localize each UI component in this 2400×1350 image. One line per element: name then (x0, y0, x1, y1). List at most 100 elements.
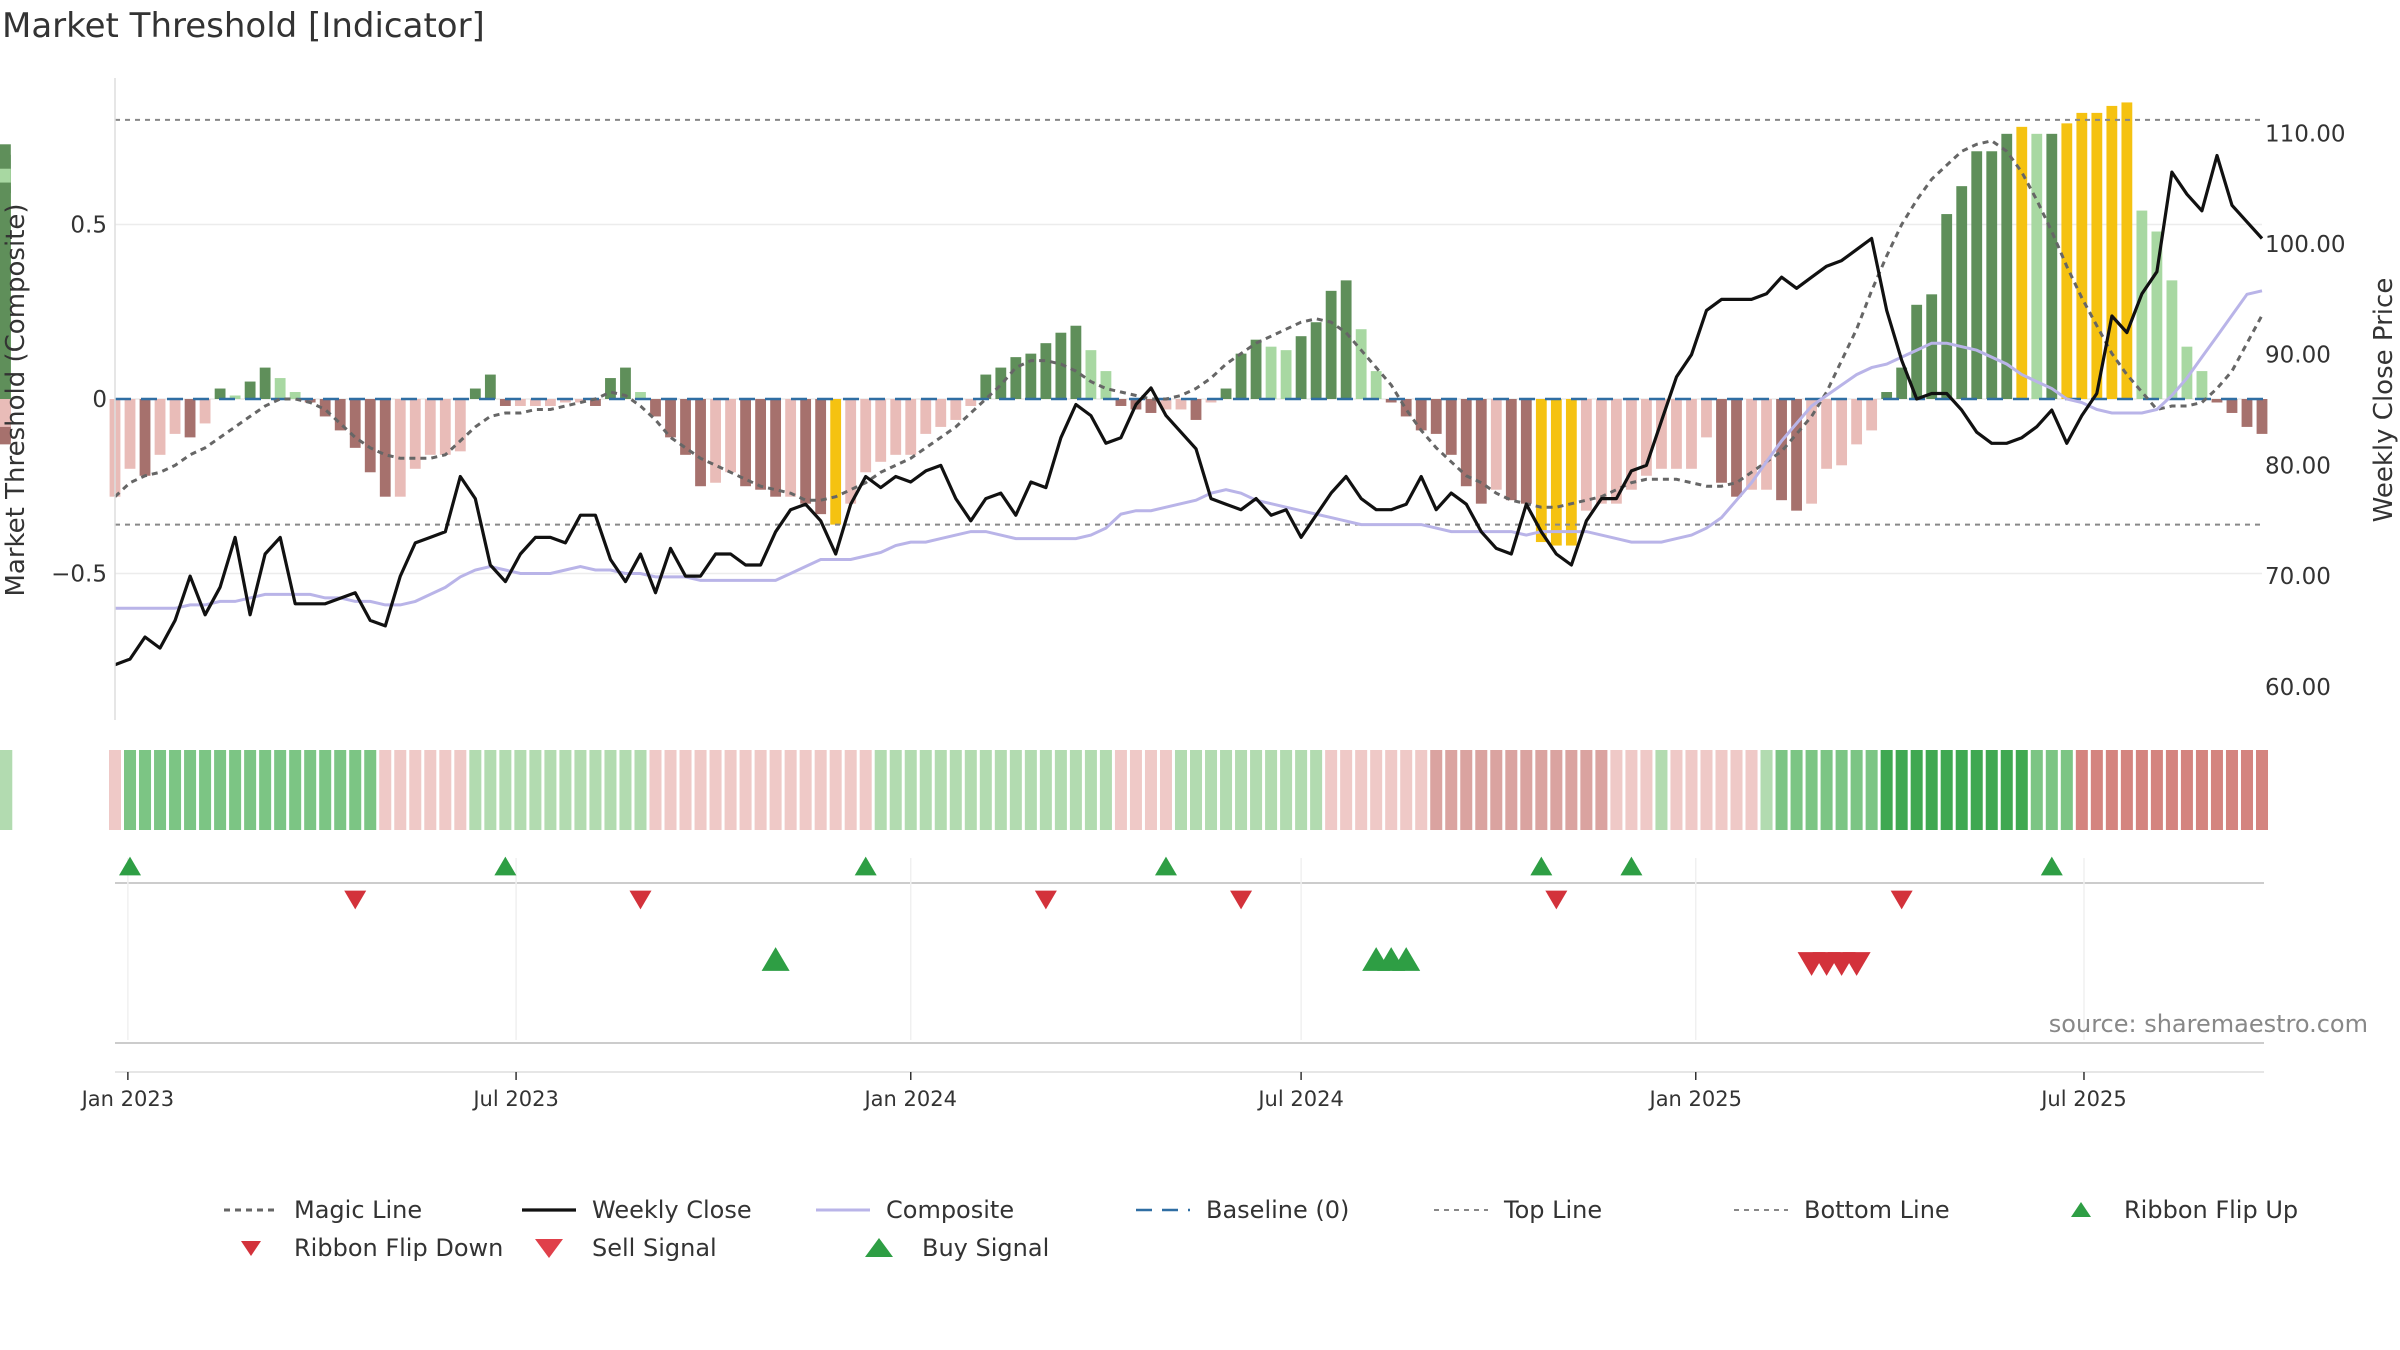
composite-bar (1025, 353, 1037, 399)
ribbon-flip-down-marker (1545, 890, 1568, 910)
composite-bar (1610, 399, 1622, 504)
composite-bar (454, 399, 466, 452)
ribbon-cell (1129, 750, 1142, 830)
legend-swatch (518, 1198, 580, 1222)
x-tick-label: Jul 2025 (2039, 1087, 2126, 1111)
ribbon-cell (1159, 750, 1172, 830)
sell-signal-marker (1842, 952, 1871, 976)
composite-bar (529, 399, 541, 406)
right-axis-title: Weekly Close Price (2369, 278, 2399, 523)
ribbon-cell (289, 750, 302, 830)
buy-signal-marker (1392, 947, 1421, 971)
composite-bar (2196, 371, 2208, 399)
composite-bar (1626, 399, 1637, 490)
legend-top-line: Top Line (1430, 1196, 1602, 1224)
ribbon-cell (694, 750, 707, 830)
legend-label: Weekly Close (592, 1196, 752, 1224)
ribbon-cell (1925, 750, 1938, 830)
composite-bar (935, 399, 947, 427)
left-axis-title: Market Threshold (Composite) (1, 203, 31, 596)
legend-label: Magic Line (294, 1196, 423, 1224)
composite-bar (695, 399, 706, 487)
composite-bar (124, 399, 136, 469)
composite-bar (1550, 399, 1562, 546)
composite-bar (995, 367, 1007, 399)
composite-bar (229, 395, 241, 399)
ribbon-cell (589, 750, 602, 830)
ribbon-cell (1805, 750, 1818, 830)
composite-line (115, 289, 2263, 610)
composite-bar (980, 374, 992, 399)
x-tick-label: Jan 2025 (1648, 1087, 1743, 1111)
legend-swatch (1430, 1198, 1492, 1222)
composite-bar (1941, 214, 1953, 399)
ribbon-flip-up-marker (494, 856, 517, 876)
composite-bar (1776, 399, 1787, 501)
composite-bar (1370, 371, 1382, 399)
right-tick-label: 70.00 (2265, 564, 2331, 590)
composite-bar (1986, 151, 1998, 399)
composite-bar (680, 399, 691, 455)
ribbon-cell (1640, 750, 1653, 830)
ribbon-cell (334, 750, 347, 830)
right-tick-label: 80.00 (2265, 453, 2331, 479)
ribbon-cell (664, 750, 677, 830)
ribbon-cell (1730, 750, 1743, 830)
ribbon-flip-up-marker (1620, 856, 1643, 876)
ribbon-cell (2255, 750, 2269, 830)
ribbon-cell (904, 750, 917, 830)
x-tick-label: Jan 2024 (862, 1087, 957, 1111)
composite-bar (0, 399, 11, 417)
ribbon-cell (1280, 750, 1293, 830)
ribbon-cell (1595, 750, 1608, 830)
right-tick-label: 100.00 (2265, 232, 2345, 258)
composite-bar (2031, 133, 2043, 399)
ribbon-cell (259, 750, 272, 830)
ribbon-cell (2225, 750, 2238, 830)
composite-bar (2166, 280, 2178, 399)
x-tick-label: Jul 2024 (1256, 1087, 1343, 1111)
ribbon-cell (139, 750, 152, 830)
legend-swatch (220, 1236, 282, 1260)
ribbon-cell (754, 750, 767, 830)
composite-bar (1295, 336, 1307, 399)
ribbon-cell (1084, 750, 1097, 830)
legend-swatch (518, 1236, 580, 1260)
composite-bar (965, 399, 977, 406)
legend-label: Ribbon Flip Down (294, 1234, 504, 1262)
ribbon-cell (799, 750, 812, 830)
ribbon-flip-up-marker (1154, 856, 1177, 876)
legend-magic-line: Magic Line (220, 1196, 422, 1224)
ribbon-cell (124, 750, 137, 830)
ribbon-cell (2195, 750, 2208, 830)
ribbon-cell (1700, 750, 1713, 830)
legend-weekly-close: Weekly Close (518, 1196, 752, 1224)
composite-bar (1055, 332, 1067, 399)
composite-bar (1701, 399, 1712, 438)
ribbon-flip-up-marker (119, 856, 142, 876)
composite-bar (1190, 399, 1202, 420)
ribbon-flip-down-marker (344, 890, 367, 910)
composite-bar (154, 399, 166, 455)
composite-bar (1656, 399, 1667, 469)
ribbon-cell (814, 750, 827, 830)
ribbon-flip-down-marker (1034, 890, 1057, 910)
composite-bar (514, 399, 526, 406)
ribbon-cell (829, 750, 842, 830)
ribbon-cell (274, 750, 287, 830)
composite-bar (2016, 126, 2028, 399)
composite-bar (1085, 350, 1097, 399)
composite-bar (1415, 399, 1427, 431)
legend-label: Sell Signal (592, 1234, 717, 1262)
composite-bar (815, 399, 827, 515)
ribbon-cell (0, 750, 13, 830)
composite-bar (905, 399, 917, 455)
ribbon-cell (1310, 750, 1323, 830)
legend-swatch (1132, 1198, 1194, 1222)
composite-bar (890, 399, 902, 455)
composite-bar (635, 392, 646, 399)
composite-bar (2076, 112, 2088, 400)
composite-bar (830, 399, 842, 525)
legend-sell-signal: Sell Signal (518, 1234, 717, 1262)
ribbon-cell (1460, 750, 1473, 830)
